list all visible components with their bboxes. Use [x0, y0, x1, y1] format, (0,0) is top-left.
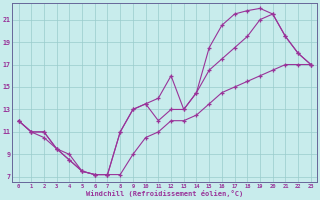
- X-axis label: Windchill (Refroidissement éolien,°C): Windchill (Refroidissement éolien,°C): [86, 190, 243, 197]
